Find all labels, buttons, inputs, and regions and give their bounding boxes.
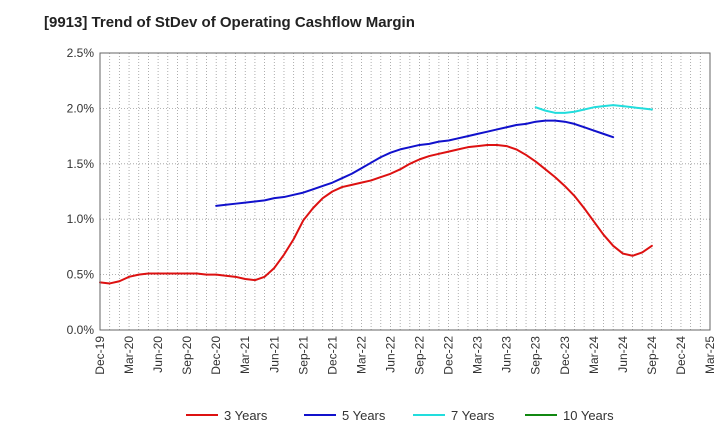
x-tick-label: Dec-21 [325,336,339,375]
x-tick-label: Mar-22 [354,336,368,374]
legend-label: 5 Years [342,408,386,423]
y-tick-label: 1.5% [67,157,95,171]
legend-label: 10 Years [563,408,614,423]
x-tick-label: Dec-19 [93,336,107,375]
plot-area [100,53,710,330]
x-tick-label: Sep-24 [645,336,659,375]
y-tick-label: 2.0% [67,101,95,115]
legend-label: 3 Years [224,408,268,423]
x-tick-label: Dec-24 [674,336,688,375]
x-tick-label: Sep-21 [296,336,310,375]
x-tick-label: Dec-23 [558,336,572,375]
x-tick-label: Sep-23 [529,336,543,375]
x-tick-label: Jun-24 [616,336,630,373]
y-axis-ticks: 0.0% 0.5% 1.0% 1.5% 2.0% 2.5% [67,46,95,337]
x-tick-label: Sep-22 [413,336,427,375]
plot-frame [99,52,711,331]
x-tick-label: Mar-20 [122,336,136,374]
chart-title: [9913] Trend of StDev of Operating Cashf… [44,14,415,31]
series-line-5-years [215,119,615,207]
x-tick-label: Jun-22 [383,336,397,373]
legend-label: 7 Years [451,408,495,423]
legend: 3 Years 5 Years 7 Years 10 Years [186,408,614,423]
x-tick-label: Jun-21 [267,336,281,373]
x-tick-label: Mar-23 [471,336,485,374]
series-line-7-years [534,104,653,114]
x-tick-label: Dec-20 [209,336,223,375]
x-tick-label: Jun-20 [151,336,165,373]
series-line-3-years [99,143,653,285]
x-tick-label: Mar-24 [587,336,601,374]
x-tick-label: Jun-23 [500,336,514,373]
x-tick-label: Mar-25 [703,336,717,374]
series-lines [99,104,653,285]
y-tick-label: 0.0% [67,323,95,337]
x-tick-label: Mar-21 [238,336,252,374]
y-tick-label: 1.0% [67,212,95,226]
x-tick-label: Dec-22 [442,336,456,375]
y-tick-label: 0.5% [67,268,95,282]
x-tick-label: Sep-20 [180,336,194,375]
y-tick-label: 2.5% [67,46,95,60]
grid-lines [100,53,710,330]
x-axis-ticks: Dec-19 Mar-20 Jun-20 Sep-20 Dec-20 Mar-21 Jun-… [93,336,717,375]
